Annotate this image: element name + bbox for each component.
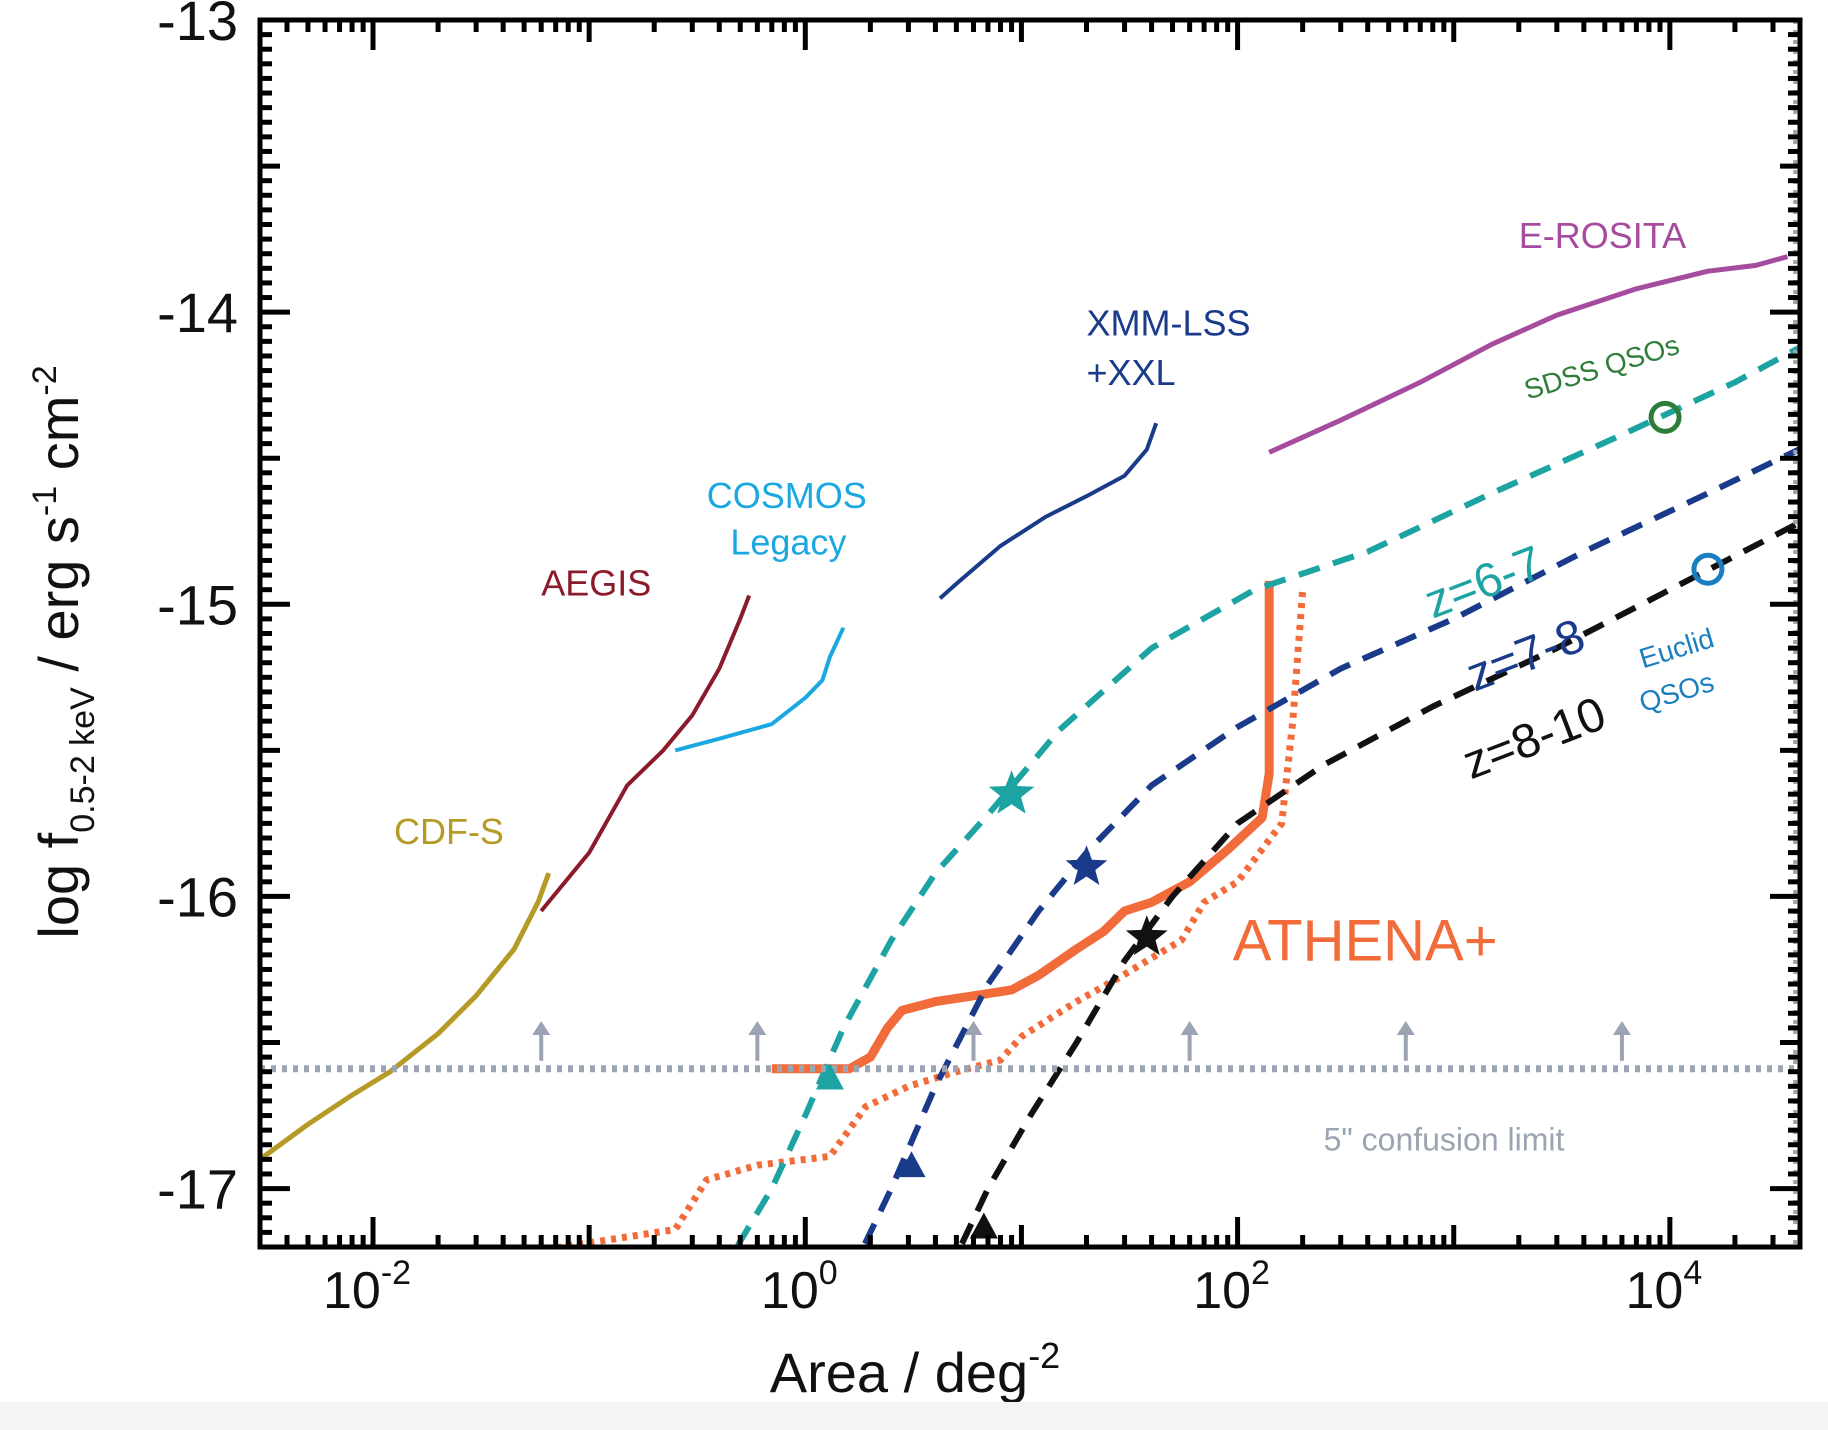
y-tick-label: -16: [157, 865, 238, 928]
y-tick-label: -14: [157, 281, 238, 344]
annotation-sdss-qsos: SDSS QSOs: [1520, 329, 1682, 406]
upper-limit-arrow: [748, 1020, 767, 1061]
series-cosmos-legacy: [674, 626, 846, 753]
y-axis-label: log f0.5-2 keV / erg s-1 cm-2: [26, 365, 102, 938]
annotation-5-confusion-limit: 5" confusion limit: [1324, 1122, 1565, 1158]
axis-ticks: [257, 17, 1803, 1250]
upper-limit-arrow: [1180, 1020, 1199, 1061]
upper-limit-arrow: [1396, 1020, 1415, 1061]
star-marker: [988, 770, 1035, 814]
annotation-xmm-lss: XMM-LSS: [1087, 303, 1251, 344]
annotation-z-8-10: z=8-10: [1456, 687, 1613, 790]
circle-marker: [1691, 552, 1725, 586]
x-tick-label: 10-2: [323, 1254, 411, 1320]
upper-limit-arrow: [964, 1020, 983, 1061]
circle-marker: [1648, 400, 1682, 434]
axes-frame: [257, 17, 1803, 1250]
triangle-marker: [897, 1151, 926, 1178]
x-tick-label: 104: [1625, 1254, 1702, 1320]
upper-limit-arrow: [1612, 1020, 1631, 1061]
axis-labels: Area / deg-2 log f0.5-2 keV / erg s-1 cm…: [26, 365, 1060, 1402]
y-tick-label: -17: [157, 1158, 238, 1221]
upper-limit-arrow: [532, 1020, 551, 1061]
star-marker: [1065, 845, 1108, 885]
triangle-marker: [969, 1212, 998, 1239]
series-z-7-8: [860, 445, 1800, 1247]
annotation-xxl: +XXL: [1087, 352, 1176, 393]
y-tick-label: -13: [157, 0, 238, 52]
plot-area: [260, 20, 1800, 1247]
series-e-rosita: [1268, 254, 1789, 455]
tick-labels: -13 -14 -15 -16 -17 10-2 100 102 104: [157, 0, 1702, 1320]
series-athena: [771, 580, 1274, 1074]
x-tick-label: 102: [1193, 1254, 1270, 1320]
annotation-aegis: AEGIS: [541, 563, 651, 604]
series-z-6-7: [733, 343, 1800, 1247]
series-aegis: [539, 594, 752, 913]
annotation-cosmos: COSMOS: [707, 475, 867, 516]
bottom-margin-strip: [0, 1402, 1828, 1430]
star-marker: [1125, 915, 1168, 956]
annotation-qsos: QSOs: [1636, 666, 1718, 718]
series-athena-dotted: [538, 589, 1307, 1247]
annotation-cdf-s: CDF-S: [394, 811, 504, 852]
series-xmm-lss-xxl: [938, 422, 1159, 600]
annotation-z-7-8: z=7-8: [1460, 609, 1592, 702]
annotation-z-6-7: z=6-7: [1418, 536, 1550, 629]
plot-marks: E-ROSITA XMM-LSS +XXL COSMOS Legacy AEGIS CDF-…: [260, 20, 1800, 1247]
triangle-marker: [815, 1063, 844, 1090]
annotation-legacy: Legacy: [730, 522, 846, 563]
annotation-athena: ATHENA+: [1233, 909, 1498, 974]
x-tick-label: 100: [761, 1254, 838, 1320]
annotation-e-rosita: E-ROSITA: [1519, 215, 1686, 256]
y-tick-label: -15: [157, 573, 238, 636]
x-axis-label: Area / deg-2: [770, 1335, 1060, 1402]
series-cdf-s: [260, 872, 552, 1162]
